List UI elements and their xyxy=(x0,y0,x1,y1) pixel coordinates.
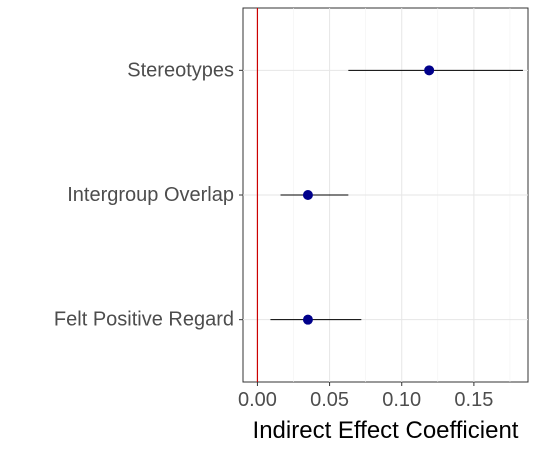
point-estimate xyxy=(424,65,435,76)
point-estimate xyxy=(302,314,313,325)
x-tick-labels: 0.00 0.05 0.10 0.15 xyxy=(238,382,493,411)
x-tick-label: 0.00 xyxy=(238,389,277,411)
x-axis-title: Indirect Effect Coefficient xyxy=(253,417,519,444)
y-tick-labels: Stereotypes Intergroup Overlap Felt Positi… xyxy=(54,59,243,331)
y-tick-label: Felt Positive Regard xyxy=(54,309,234,331)
x-tick-label: 0.10 xyxy=(382,389,421,411)
y-tick-label: Stereotypes xyxy=(127,59,234,81)
x-tick-label: 0.05 xyxy=(310,389,349,411)
x-tick-label: 0.15 xyxy=(454,389,493,411)
estimate-marks xyxy=(270,65,523,325)
point-estimate xyxy=(302,190,313,200)
y-tick-label: Intergroup Overlap xyxy=(67,184,234,206)
